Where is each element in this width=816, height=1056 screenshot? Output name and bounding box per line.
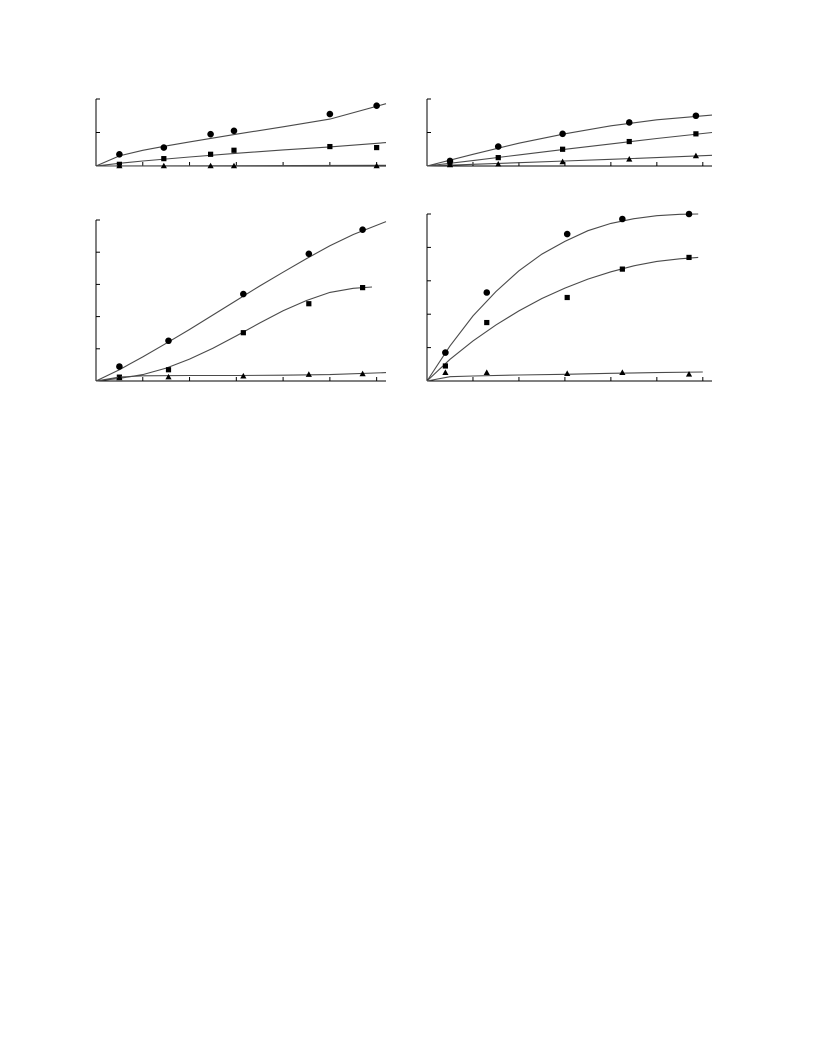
chart-panel-top-left: [95, 98, 387, 169]
data-point-circle: [326, 110, 334, 118]
data-point-square: [484, 319, 490, 326]
data-point-circle: [240, 290, 247, 298]
chart-panel-bottom-right: [426, 210, 712, 382]
fit-curve-triangle: [95, 372, 387, 382]
data-point-square: [442, 363, 448, 369]
data-point-circle: [625, 119, 633, 126]
data-point-square: [374, 144, 380, 151]
fit-curve-circle: [426, 213, 699, 382]
data-point-circle: [160, 144, 168, 151]
data-point-triangle: [230, 162, 238, 169]
axes: [95, 98, 386, 167]
data-point-circle: [116, 363, 123, 370]
data-point-triangle: [446, 161, 454, 168]
axes: [426, 98, 712, 167]
data-point-circle: [359, 226, 366, 233]
fit-curve-square: [95, 286, 373, 382]
data-point-circle: [619, 215, 626, 223]
data-point-square: [693, 131, 699, 137]
data-point-triangle: [692, 152, 700, 159]
fit-curve-triangle: [426, 371, 703, 382]
data-point-square: [240, 330, 246, 336]
data-point-triangle: [207, 162, 214, 169]
data-point-square: [564, 294, 570, 301]
data-point-circle: [685, 210, 693, 218]
data-point-circle: [305, 250, 313, 258]
data-point-square: [207, 151, 214, 157]
series-circle: [95, 102, 387, 167]
chart-panel-bottom-left: [95, 219, 387, 382]
data-point-square: [619, 266, 625, 272]
series-triangle: [426, 369, 703, 382]
fit-curve-circle: [426, 114, 713, 167]
series-triangle: [426, 152, 713, 168]
data-point-circle: [442, 349, 449, 356]
data-point-square: [560, 146, 566, 152]
fit-curve-circle: [95, 103, 387, 167]
data-point-circle: [373, 102, 380, 109]
data-point-square: [626, 138, 632, 145]
data-point-square: [161, 156, 167, 162]
data-point-circle: [483, 289, 491, 296]
data-point-square: [360, 285, 366, 291]
data-point-triangle: [160, 162, 167, 169]
data-point-triangle: [619, 369, 626, 375]
data-point-triangle: [483, 369, 490, 375]
data-point-triangle: [116, 162, 123, 169]
fit-curve-triangle: [95, 164, 387, 167]
data-point-triangle: [442, 369, 449, 375]
data-point-circle: [692, 112, 700, 120]
data-point-square: [327, 143, 333, 150]
data-point-triangle: [165, 373, 172, 380]
data-point-circle: [230, 127, 238, 135]
data-point-triangle: [626, 156, 633, 162]
data-point-square: [495, 155, 501, 161]
fit-curve-square: [426, 256, 699, 382]
series-square: [95, 285, 373, 382]
data-point-square: [231, 147, 237, 153]
series-circle: [426, 112, 713, 167]
series-triangle: [95, 162, 387, 169]
fit-curve-square: [95, 142, 387, 167]
data-point-triangle: [559, 158, 566, 165]
data-point-circle: [207, 130, 214, 138]
data-point-triangle: [495, 161, 502, 167]
data-point-circle: [494, 143, 502, 150]
data-point-triangle: [240, 372, 247, 379]
series-triangle: [95, 370, 387, 382]
fit-curve-circle: [95, 221, 387, 382]
series-square: [95, 142, 387, 167]
data-point-triangle: [359, 370, 366, 377]
data-point-circle: [165, 337, 172, 345]
series-circle: [95, 221, 387, 382]
data-point-square: [306, 301, 312, 307]
data-point-square: [686, 254, 692, 261]
data-point-triangle: [564, 370, 571, 376]
series-square: [426, 254, 699, 382]
data-point-triangle: [373, 162, 380, 169]
axes: [95, 219, 386, 382]
data-point-triangle: [305, 371, 312, 377]
series-circle: [426, 210, 699, 382]
data-point-circle: [116, 150, 123, 158]
chart-panel-top-right: [426, 98, 713, 168]
data-point-triangle: [685, 371, 693, 377]
fit-curve-triangle: [426, 154, 713, 167]
data-point-triangle: [116, 374, 123, 381]
data-point-circle: [563, 230, 571, 238]
data-point-circle: [559, 130, 566, 138]
data-point-square: [165, 367, 172, 373]
